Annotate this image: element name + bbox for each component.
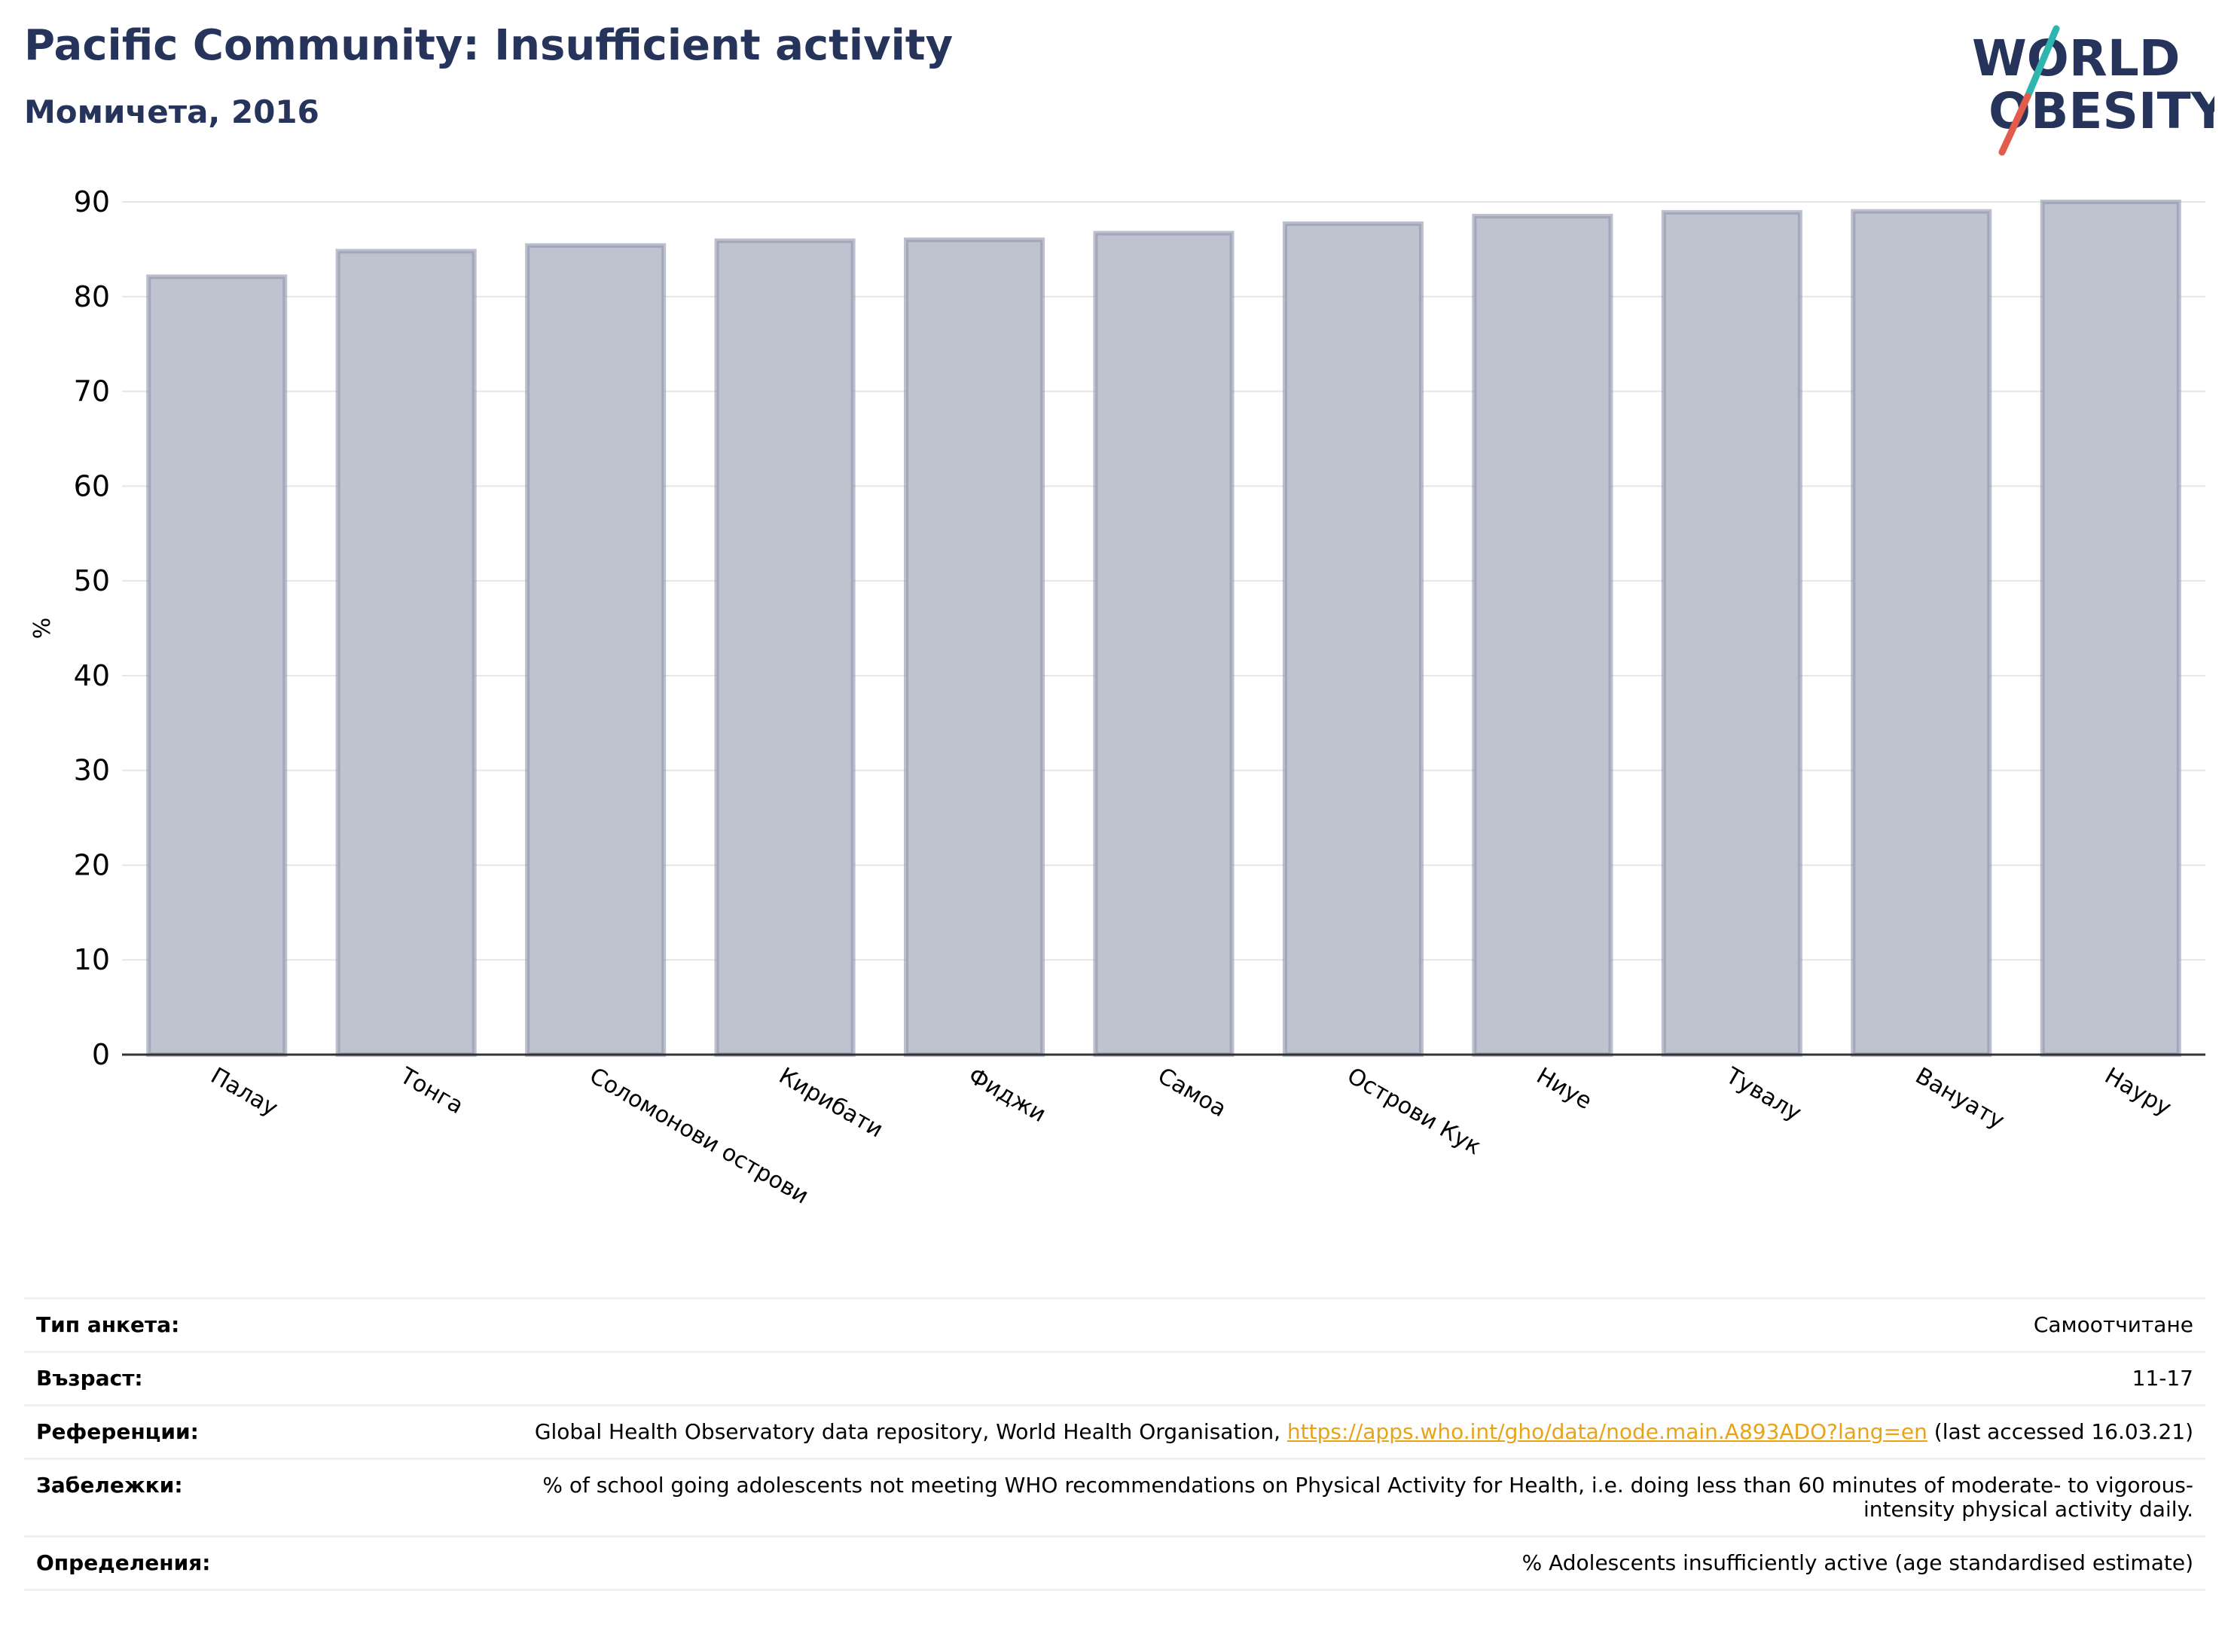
- x-tick-label: Острови Кук: [1342, 1063, 1485, 1161]
- chart-subtitle: Момичета, 2016: [24, 93, 319, 130]
- y-tick-label: 80: [74, 280, 110, 313]
- x-tick-label: Палау: [206, 1063, 282, 1122]
- meta-key: Възраст:: [36, 1366, 143, 1391]
- bar: [1093, 231, 1235, 1057]
- y-axis-label: %: [29, 618, 56, 640]
- reference-link[interactable]: https://apps.who.int/gho/data/node.main.…: [1286, 1419, 1927, 1444]
- x-tick-label: Вануату: [1911, 1063, 2009, 1134]
- world-obesity-logo: WORLD OBESITY: [1972, 25, 2214, 156]
- logo-line1: WORLD: [1972, 29, 2181, 87]
- meta-row-references: Референции: Global Health Observatory da…: [24, 1404, 2205, 1458]
- meta-row-definitions: Определения: % Adolescents insufficientl…: [24, 1535, 2205, 1591]
- y-axis-ticks: 0 10 20 30 40 50 60 70 80 90: [74, 185, 110, 1071]
- y-tick-label: 30: [74, 754, 110, 787]
- y-tick-label: 60: [74, 469, 110, 502]
- bar: [1661, 209, 1802, 1057]
- bar: [525, 243, 667, 1057]
- bars: [146, 200, 2181, 1058]
- bar: [1282, 221, 1424, 1058]
- y-tick-label: 40: [74, 659, 110, 692]
- bar: [714, 238, 856, 1058]
- x-tick-label: Тувалу: [1720, 1062, 1805, 1126]
- meta-value: Самоотчитане: [2033, 1312, 2193, 1337]
- y-tick-label: 20: [74, 848, 110, 881]
- bar: [904, 237, 1045, 1057]
- metadata-table: Тип анкета: Самоотчитане Възраст: 11-17 …: [24, 1297, 2205, 1591]
- bar: [1472, 213, 1613, 1057]
- meta-key: Тип анкета:: [36, 1312, 180, 1337]
- meta-value: 11-17: [2132, 1366, 2193, 1391]
- meta-value: % of school going adolescents not meetin…: [542, 1473, 2193, 1522]
- meta-key: Забележки:: [36, 1473, 183, 1498]
- bar: [335, 249, 477, 1058]
- meta-value: Global Health Observatory data repositor…: [488, 1420, 2193, 1444]
- x-tick-label: Самоа: [1153, 1063, 1231, 1123]
- meta-row-age: Възраст: 11-17: [24, 1351, 2205, 1404]
- x-tick-label: Фиджи: [964, 1063, 1051, 1128]
- bar: [2040, 200, 2181, 1057]
- bar: [146, 274, 288, 1057]
- meta-key: Референции:: [36, 1419, 199, 1444]
- chart-title: Pacific Community: Insufficient activity: [24, 21, 954, 70]
- y-tick-label: 0: [92, 1038, 110, 1071]
- reference-text: Global Health Observatory data repositor…: [534, 1419, 1287, 1444]
- x-tick-label: Ниуе: [1532, 1063, 1596, 1115]
- meta-key: Определения:: [36, 1550, 211, 1575]
- reference-accessed: (last accessed 16.03.21): [1927, 1419, 2193, 1444]
- x-tick-label: Науру: [2100, 1063, 2175, 1122]
- y-tick-label: 90: [74, 185, 110, 218]
- y-tick-label: 70: [74, 375, 110, 408]
- y-tick-label: 50: [74, 564, 110, 597]
- x-tick-label: Кирибати: [774, 1063, 887, 1144]
- logo-stroke-red-icon: [1998, 93, 2031, 156]
- meta-value: % Adolescents insufficiently active (age…: [1521, 1550, 2193, 1575]
- bar: [1851, 209, 1992, 1058]
- x-tick-label: Тонга: [395, 1062, 468, 1119]
- y-tick-label: 10: [74, 943, 110, 976]
- logo-stroke-teal-icon: [2024, 25, 2060, 100]
- meta-row-notes: Забележки: % of school going adolescents…: [24, 1458, 2205, 1535]
- meta-row-survey-type: Тип анкета: Самоотчитане: [24, 1297, 2205, 1351]
